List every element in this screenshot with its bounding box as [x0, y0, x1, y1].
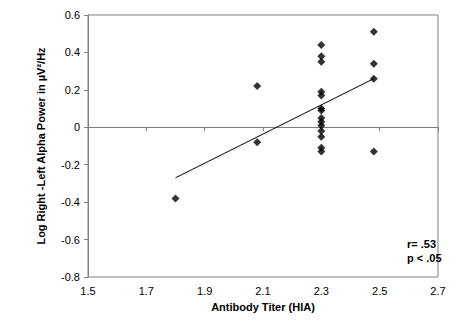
svg-text:0.4: 0.4	[65, 46, 80, 58]
svg-text:p < .05: p < .05	[407, 252, 442, 264]
svg-text:-0.8: -0.8	[61, 271, 80, 283]
svg-text:1.9: 1.9	[197, 285, 212, 297]
svg-text:1.7: 1.7	[139, 285, 154, 297]
svg-text:2.1: 2.1	[255, 285, 270, 297]
svg-text:0.6: 0.6	[65, 9, 80, 21]
svg-text:2.5: 2.5	[372, 285, 387, 297]
svg-text:0.2: 0.2	[65, 84, 80, 96]
svg-text:2.3: 2.3	[314, 285, 329, 297]
svg-text:2.7: 2.7	[430, 285, 445, 297]
svg-text:-0.6: -0.6	[61, 234, 80, 246]
svg-text:1.5: 1.5	[80, 285, 95, 297]
svg-text:r= .53: r= .53	[407, 238, 436, 250]
svg-text:-0.4: -0.4	[61, 196, 80, 208]
svg-text:0: 0	[74, 121, 80, 133]
svg-text:Antibody Titer (HIA): Antibody Titer (HIA)	[211, 301, 315, 313]
svg-text:Log Right -Left Alpha Power in: Log Right -Left Alpha Power in µV²/Hz	[35, 47, 47, 245]
svg-text:-0.2: -0.2	[61, 159, 80, 171]
